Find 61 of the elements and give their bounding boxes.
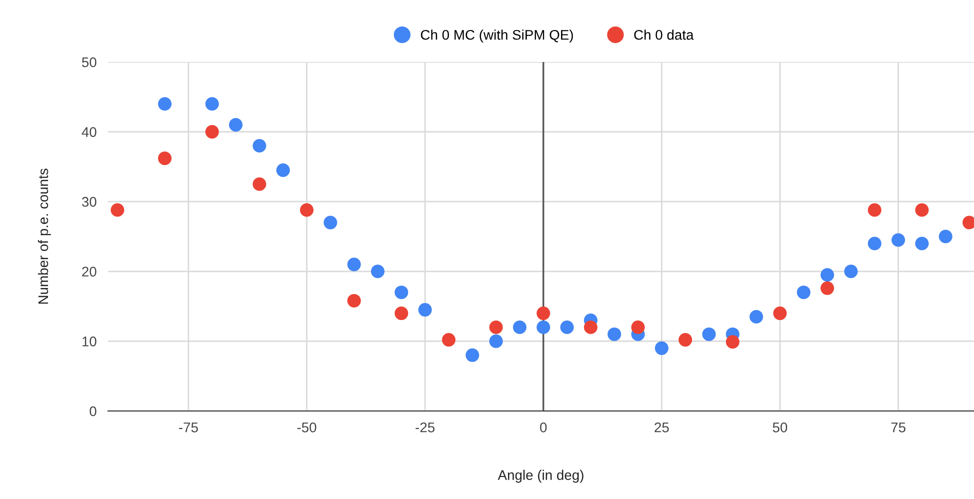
point	[773, 306, 787, 320]
point	[370, 264, 385, 278]
x-tick-label: 0	[540, 422, 547, 432]
point	[394, 306, 408, 320]
point	[466, 348, 480, 362]
y-tick-label: 50	[82, 57, 96, 68]
point	[276, 163, 290, 177]
y-tick-label: 40	[82, 127, 96, 137]
point	[915, 203, 929, 217]
point	[820, 268, 834, 282]
point	[631, 320, 645, 334]
point	[915, 236, 929, 250]
point	[750, 310, 764, 324]
point	[489, 320, 503, 334]
x-tick-label: -25	[416, 422, 435, 432]
legend-label: Ch 0 data	[634, 30, 694, 40]
point	[844, 264, 858, 278]
y-axis-title: Number of p.e. counts	[38, 168, 51, 304]
point	[205, 97, 219, 111]
point	[702, 327, 716, 341]
x-axis-title: Angle (in deg)	[498, 470, 584, 483]
x-tick-label: -50	[297, 422, 316, 432]
point	[654, 341, 668, 355]
y-tick-label: 0	[90, 406, 96, 416]
point	[536, 320, 550, 334]
point	[394, 286, 408, 300]
x-tick-label: 75	[891, 422, 906, 432]
point	[678, 333, 692, 347]
x-tick-label: -75	[179, 422, 198, 432]
point	[938, 230, 952, 244]
point	[110, 203, 124, 217]
point	[229, 118, 243, 132]
point	[868, 236, 882, 250]
point	[892, 233, 906, 247]
point	[560, 320, 574, 334]
point	[512, 320, 526, 334]
point	[868, 203, 882, 217]
y-tick-label: 10	[82, 336, 96, 346]
x-tick-label: 25	[654, 422, 669, 432]
point	[536, 306, 550, 320]
legend-label: Ch 0 MC (with SiPM QE)	[420, 30, 573, 43]
point	[442, 333, 456, 347]
point	[324, 216, 338, 230]
point	[489, 334, 503, 348]
point	[158, 97, 172, 111]
point	[418, 303, 432, 317]
point	[796, 286, 810, 300]
point	[158, 152, 172, 166]
point	[726, 335, 740, 349]
point	[820, 281, 834, 295]
point	[584, 320, 598, 334]
point	[300, 203, 314, 217]
point	[608, 327, 622, 341]
y-tick-label: 20	[82, 266, 96, 277]
point	[347, 258, 361, 272]
point	[252, 177, 266, 191]
point	[252, 138, 266, 153]
point	[347, 294, 361, 308]
y-tick-label: 30	[82, 196, 96, 207]
point	[205, 125, 219, 139]
x-tick-label: 50	[772, 422, 788, 432]
